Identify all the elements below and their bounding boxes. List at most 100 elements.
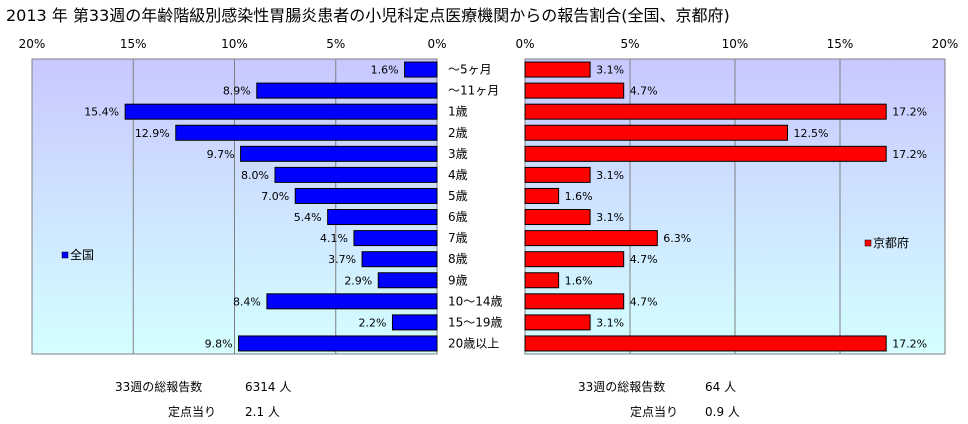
data-label-national: 15.4% [84, 106, 119, 119]
category-label: 1歳 [448, 105, 468, 119]
category-label: 8歳 [448, 252, 468, 266]
national-per-value: 2.1 人 [245, 405, 280, 419]
data-label-kyoto: 4.7% [630, 295, 658, 308]
category-label: 4歳 [448, 168, 468, 182]
kyoto-total-label: 33週の総報告数 [578, 380, 666, 394]
data-label-national: 8.4% [233, 295, 261, 308]
data-label-kyoto: 1.6% [565, 190, 593, 203]
data-label-kyoto: 3.1% [596, 169, 624, 182]
right-data-labels: 3.1%4.7%17.2%12.5%17.2%3.1%1.6%3.1%6.3%4… [565, 64, 928, 351]
data-label-kyoto: 17.2% [892, 337, 927, 350]
left-tick-label: 20% [19, 37, 46, 51]
legend-national: 全国 [61, 247, 94, 262]
national-per-label: 定点当り [168, 405, 217, 419]
bar-national [377, 272, 438, 289]
data-label-national: 5.4% [294, 211, 322, 224]
bar-kyoto [524, 82, 625, 99]
bar-kyoto [524, 293, 625, 310]
left-tick-label: 5% [326, 37, 345, 51]
category-label: ～5ヶ月 [448, 63, 492, 77]
kyoto-per-label: 定点当り [630, 405, 679, 419]
right-bars [524, 61, 887, 352]
category-label: ～11ヶ月 [448, 84, 499, 98]
right-tick-label: 0% [515, 37, 534, 51]
bar-kyoto [524, 251, 625, 268]
kyoto-per-value: 0.9 人 [705, 405, 740, 419]
data-label-national: 8.0% [241, 169, 269, 182]
right-tick-label: 20% [932, 37, 959, 51]
left-axis-ticks: 20% 15% 10% 5% 0% [19, 37, 447, 51]
bar-kyoto [524, 272, 560, 289]
category-label: 7歳 [448, 231, 468, 245]
legend-national-label: 全国 [70, 247, 94, 262]
bar-kyoto [524, 335, 887, 352]
data-label-national: 4.1% [320, 232, 348, 245]
bar-kyoto [524, 103, 887, 120]
data-label-kyoto: 4.7% [630, 253, 658, 266]
bar-national [353, 230, 438, 247]
category-label: 15～19歳 [448, 315, 503, 329]
category-label: 10～14歳 [448, 294, 503, 308]
category-label: 6歳 [448, 210, 468, 224]
data-label-kyoto: 17.2% [892, 148, 927, 161]
bar-national [266, 293, 438, 310]
category-label: 2歳 [448, 126, 468, 140]
legend-kyoto: 京都府 [864, 235, 909, 250]
left-tick-label: 10% [221, 37, 248, 51]
bar-national [124, 103, 438, 120]
bar-national [361, 251, 438, 268]
category-label: 5歳 [448, 189, 468, 203]
legend-kyoto-label: 京都府 [873, 235, 909, 250]
bar-national [327, 209, 438, 226]
right-tick-label: 10% [722, 37, 749, 51]
category-label: 20歳以上 [448, 336, 499, 350]
data-label-kyoto: 12.5% [794, 127, 829, 140]
data-label-national: 3.7% [328, 253, 356, 266]
bar-national [175, 124, 438, 141]
category-label: 9歳 [448, 273, 468, 287]
data-label-national: 12.9% [135, 127, 170, 140]
data-label-national: 2.2% [358, 316, 386, 329]
data-label-national: 7.0% [261, 190, 289, 203]
bar-kyoto [524, 314, 591, 331]
data-label-kyoto: 1.6% [565, 274, 593, 287]
bar-national [391, 314, 438, 331]
bar-national [240, 145, 438, 162]
right-axis-ticks: 0% 5% 10% 15% 20% [515, 37, 958, 51]
data-label-kyoto: 3.1% [596, 316, 624, 329]
bar-kyoto [524, 187, 560, 204]
data-label-kyoto: 3.1% [596, 64, 624, 77]
data-label-national: 1.6% [371, 64, 399, 77]
bar-national [238, 335, 438, 352]
data-label-national: 2.9% [344, 274, 372, 287]
bar-kyoto [524, 166, 591, 183]
data-label-national: 9.8% [205, 337, 233, 350]
chart-title: 2013 年 第33週の年齢階級別感染性胃腸炎患者の小児科定点医療機関からの報告… [6, 6, 730, 25]
right-tick-label: 5% [620, 37, 639, 51]
bar-national [256, 82, 438, 99]
kyoto-total-value: 64 人 [705, 380, 737, 394]
category-label: 3歳 [448, 147, 468, 161]
right-tick-label: 15% [827, 37, 854, 51]
national-total-label: 33週の総報告数 [115, 380, 203, 394]
bar-national [404, 61, 438, 78]
data-label-kyoto: 4.7% [630, 85, 658, 98]
category-labels: ～5ヶ月 ～11ヶ月 1歳 2歳 3歳 4歳 5歳 6歳 7歳 8歳 9歳 10～14歳 15～19歳 2… [448, 63, 503, 351]
bar-national [294, 187, 438, 204]
bar-kyoto [524, 230, 658, 247]
left-data-labels: 1.6% 8.9% 15.4% 12.9% 9.7% 8.0% 7.0% 5.4% 4.1% 3.… [84, 64, 398, 351]
data-label-kyoto: 3.1% [596, 211, 624, 224]
left-tick-label: 0% [427, 37, 446, 51]
bar-national [274, 166, 438, 183]
bar-kyoto [524, 61, 591, 78]
data-label-kyoto: 6.3% [663, 232, 691, 245]
national-total-value: 6314 人 [245, 380, 292, 394]
left-bars [124, 61, 438, 352]
left-tick-label: 15% [120, 37, 147, 51]
data-label-national: 8.9% [223, 85, 251, 98]
data-label-kyoto: 17.2% [892, 106, 927, 119]
data-label-national: 9.7% [207, 148, 235, 161]
bar-kyoto [524, 124, 788, 141]
bar-kyoto [524, 209, 591, 226]
